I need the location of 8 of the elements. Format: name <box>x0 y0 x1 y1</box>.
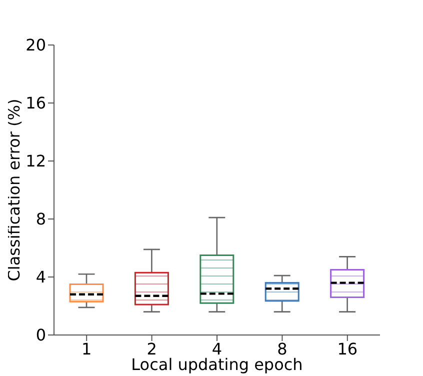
y-tick-label: 16 <box>26 94 46 113</box>
x-tick-label: 16 <box>337 339 358 358</box>
y-tick-label: 12 <box>26 152 46 171</box>
x-tick-label: 1 <box>82 339 92 358</box>
y-tick-label: 4 <box>36 268 46 287</box>
y-tick-label: 8 <box>36 210 46 229</box>
y-tick-label: 0 <box>36 326 46 345</box>
y-tick-label: 20 <box>26 36 46 55</box>
